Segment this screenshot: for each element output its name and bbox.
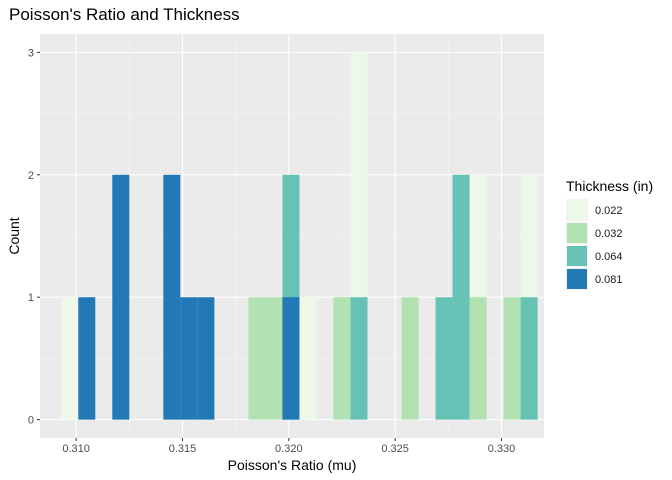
y-tick-label: 2 bbox=[28, 170, 34, 182]
legend-label-0.081: 0.081 bbox=[595, 274, 623, 286]
bar-0.032 bbox=[248, 297, 266, 420]
bar-0.032 bbox=[401, 297, 419, 420]
x-tick-label: 0.325 bbox=[381, 443, 409, 455]
bar-0.064 bbox=[452, 174, 470, 420]
bar-0.032 bbox=[469, 297, 487, 420]
y-axis-ticks: 0 1 2 3 bbox=[28, 47, 40, 427]
x-axis-ticks: 0.310 0.315 0.320 0.325 0.330 bbox=[62, 438, 515, 455]
legend-swatch-0.032 bbox=[567, 223, 587, 243]
y-tick-label: 0 bbox=[28, 415, 34, 427]
bar-0.081 bbox=[282, 297, 300, 420]
bar-0.081 bbox=[180, 297, 198, 420]
y-tick-label: 3 bbox=[28, 47, 34, 59]
x-tick-label: 0.315 bbox=[169, 443, 197, 455]
bar-0.081 bbox=[197, 297, 215, 420]
legend-swatch-0.064 bbox=[567, 246, 587, 266]
bar-0.081 bbox=[163, 174, 181, 420]
chart-title: Poisson's Ratio and Thickness bbox=[9, 5, 240, 24]
x-axis-label: Poisson's Ratio (mu) bbox=[228, 457, 357, 473]
bar-0.064 bbox=[350, 297, 368, 420]
bar-0.081 bbox=[78, 297, 96, 420]
bar-0.022 bbox=[61, 297, 79, 420]
y-tick-label: 1 bbox=[28, 292, 34, 304]
legend-label-0.032: 0.032 bbox=[595, 228, 623, 240]
legend: Thickness (in) 0.022 0.032 0.064 0.081 bbox=[566, 178, 653, 290]
x-tick-label: 0.310 bbox=[62, 443, 90, 455]
legend-swatch-0.081 bbox=[567, 269, 587, 289]
legend-title: Thickness (in) bbox=[566, 178, 653, 194]
y-axis-label: Count bbox=[6, 217, 22, 254]
bar-0.032 bbox=[333, 297, 351, 420]
x-tick-label: 0.330 bbox=[488, 443, 516, 455]
legend-label-0.022: 0.022 bbox=[595, 205, 623, 217]
bar-0.064 bbox=[435, 297, 453, 420]
bar-0.022 bbox=[299, 297, 317, 420]
legend-swatch-0.022 bbox=[567, 200, 587, 220]
bar-0.064 bbox=[520, 297, 538, 420]
legend-label-0.064: 0.064 bbox=[595, 251, 623, 263]
bar-0.032 bbox=[503, 297, 521, 420]
bars-layer bbox=[61, 52, 538, 420]
bar-0.081 bbox=[112, 174, 130, 420]
x-tick-label: 0.320 bbox=[275, 443, 303, 455]
bar-0.032 bbox=[265, 297, 283, 420]
